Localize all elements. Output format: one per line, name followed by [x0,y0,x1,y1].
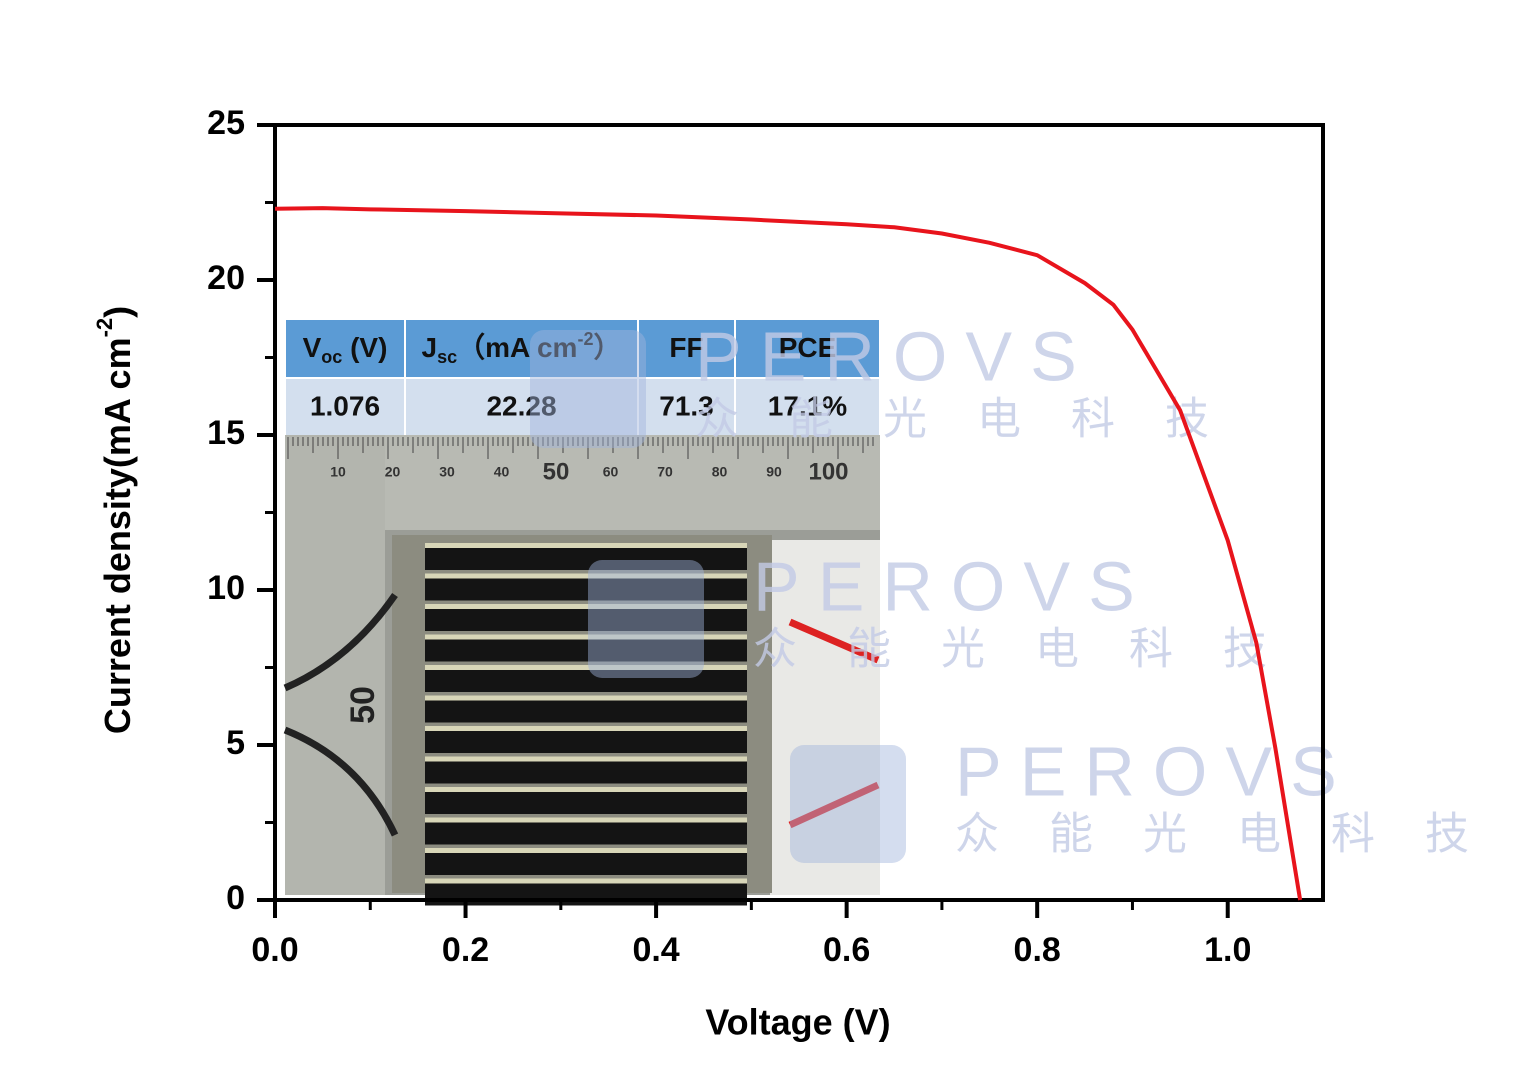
y-tick-label: 0 [226,879,245,917]
electrode [425,543,747,548]
table-header-bg [285,320,880,378]
ruler-label: 60 [603,464,619,480]
table-header-part: FF [669,332,703,363]
table-header-part: （mA cm [457,331,577,363]
watermark-brand: PEROVS [753,547,1153,625]
photo-side-label: 50 [344,686,382,724]
table-header-part: PCE [779,332,837,363]
ruler-ticks: 10 20 30 40 50 60 70 80 90 100 [287,437,874,485]
cell-stripe [425,853,747,875]
electrode [425,848,747,853]
x-tick-label: 0.0 [251,931,298,969]
electrode [425,726,747,731]
table-cell: 17.1% [768,390,847,421]
watermark-chinese: 众能光电科技 [955,810,1519,859]
table-header-part: ） [593,331,621,363]
cell-stripe [425,883,747,906]
cell-stripe [425,761,747,784]
y-tick-label: 10 [207,569,245,607]
x-tick-label: 0.6 [823,931,870,969]
table-header-part: oc [321,347,342,367]
cell-stripes [425,543,747,906]
y-tick-label: 20 [207,259,245,297]
y-tick-label: 25 [207,104,245,142]
table-header-part: V [303,332,322,363]
x-tick-label: 0.2 [442,931,489,969]
table-header: Jsc（mA cm-2） [422,329,622,367]
cell-stripe [425,609,747,631]
cell-stripe [425,670,747,692]
y-axis-title: Current density(mA cm-2) [92,306,138,734]
ruler-side [285,435,385,895]
wire [788,618,880,829]
x-axis-title: Voltage (V) [705,1002,890,1043]
ruler-label: 10 [330,464,346,480]
table-cell: 71.3 [659,390,714,421]
table-row-bg [285,378,880,435]
electrode [425,756,747,762]
electrode [425,604,747,609]
electrode [425,817,747,823]
ruler-label: 30 [439,464,455,480]
electrode [425,665,747,670]
ruler-label: 90 [766,464,782,480]
ruler-label: 50 [543,458,570,485]
x-tick-label: 0.8 [1014,931,1061,969]
electrode [425,695,747,701]
wire [283,593,399,837]
cell-stripe [425,700,747,723]
x-tick-label: 0.4 [632,931,679,969]
y-axis-title-part: Current density(mA cm [97,337,138,734]
cell-stripe [425,548,747,570]
table-header-part: J [422,332,438,363]
watermark-logo [588,560,704,678]
watermark-brand: PEROVS [695,317,1095,395]
electrode [425,787,747,792]
table-header: PCE [779,332,837,363]
watermark-chinese: 众能光电科技 [753,625,1317,674]
watermark-chinese: 众能光电科技 [695,395,1259,444]
cell-stripe [425,639,747,662]
y-tick-label: 5 [226,724,245,762]
ruler-label: 80 [712,464,728,480]
cell-stripe [425,822,747,845]
table-header-part: sc [437,347,457,367]
axes: 0.0 0.2 0.4 0.6 0.8 1.0 0 5 10 15 20 25 [207,104,1251,969]
table-header-part: -2 [577,329,593,349]
y-axis-title-part: ) [97,306,138,318]
table-cell: 22.28 [486,390,556,421]
ruler-label: 70 [657,464,673,480]
ruler-label: 40 [494,464,510,480]
table-cell: 1.076 [310,390,380,421]
cell-stripe [425,578,747,601]
white-card [770,540,880,895]
cell-stripe [425,792,747,814]
inset-table: Voc (V) Jsc（mA cm-2） FF PCE 1.076 22.28 71.3 17… [284,320,881,435]
cell-stripe [425,731,747,753]
electrode [425,573,747,579]
x-tick-label: 1.0 [1204,931,1251,969]
electrode [425,878,747,884]
electrode [425,634,747,640]
watermark-logo [530,330,646,448]
watermark-brand: PEROVS [955,732,1355,810]
y-axis-title-part: -2 [92,318,117,338]
table-header: Voc (V) [303,332,388,366]
table-header-part: (V) [342,332,387,363]
ruler-label: 100 [808,458,848,485]
watermark-logo [790,745,906,863]
y-tick-label: 15 [207,414,245,452]
jv-curve [274,206,1303,901]
ruler-label: 20 [385,464,401,480]
table-header: FF [669,332,703,363]
